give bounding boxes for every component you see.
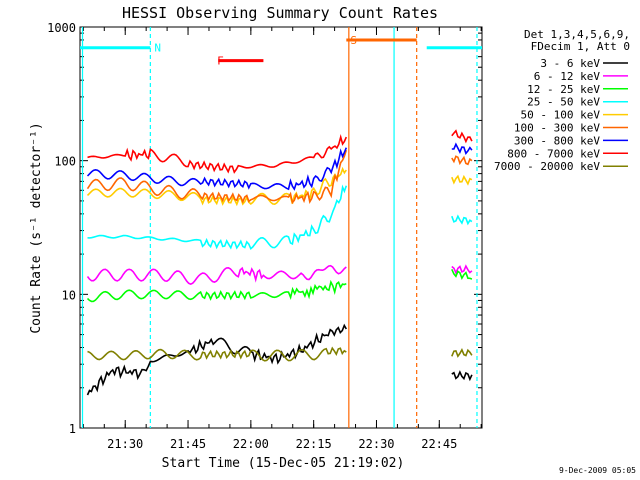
x-tick-label: 21:45 [170, 437, 206, 451]
series-line [86, 166, 347, 207]
legend-label: 25 - 50 keV [527, 96, 600, 109]
series-line [451, 347, 473, 358]
footer-timestamp: 9-Dec-2009 05:05 [559, 466, 636, 475]
legend-label: 100 - 300 keV [514, 122, 600, 135]
legend-label: 7000 - 20000 keV [494, 160, 600, 173]
vertical-markers [81, 27, 478, 428]
flag-label: F [217, 55, 224, 68]
series-line [451, 214, 473, 226]
x-axis: 21:30 21:45 22:00 22:15 22:30 22:45 [82, 27, 482, 451]
chart-title: HESSI Observing Summary Count Rates [122, 4, 438, 22]
y-tick-label: 100 [54, 155, 76, 169]
series-line [87, 346, 347, 362]
legend: Det 1,3,4,5,6,9, FDecim 1, Att 0 3 - 6 k… [494, 28, 630, 173]
flag-label: N [154, 42, 161, 55]
x-tick-label: 22:00 [233, 437, 269, 451]
legend-label: 50 - 100 keV [521, 109, 601, 122]
series-line [86, 264, 347, 285]
plot-frame [79, 26, 483, 429]
x-tick-label: 22:30 [358, 437, 394, 451]
series-line [451, 155, 473, 166]
series-lines [86, 129, 473, 396]
series-line [451, 264, 473, 275]
y-axis-label: Count Rate (s⁻¹ detector⁻¹) [29, 122, 44, 333]
series-line [451, 370, 473, 382]
series-line [86, 323, 347, 396]
series-line [86, 149, 348, 205]
y-tick-label: 10 [62, 288, 76, 302]
x-axis-label: Start Time (15-Dec-05 21:19:02) [162, 456, 405, 471]
series-line [86, 279, 347, 303]
legend-header-line-2: FDecim 1, Att 0 [531, 40, 630, 53]
series-line [87, 184, 348, 251]
legend-label: 800 - 7000 keV [507, 147, 600, 160]
x-tick-label: 22:15 [296, 437, 332, 451]
series-line [451, 268, 473, 280]
legend-label: 3 - 6 keV [540, 57, 600, 70]
series-line [451, 142, 473, 156]
y-tick-label: 1000 [47, 21, 76, 35]
y-tick-label: 1 [69, 422, 76, 436]
series-line [86, 147, 348, 191]
x-tick-label: 22:45 [421, 437, 457, 451]
legend-label: 6 - 12 keV [534, 70, 601, 83]
legend-header-line-1: Det 1,3,4,5,6,9, [524, 28, 630, 41]
flag-label: S [350, 34, 357, 47]
flag-segments: N F S [80, 34, 482, 68]
legend-label: 12 - 25 keV [527, 83, 600, 96]
x-tick-label: 21:30 [107, 437, 143, 451]
series-line [87, 134, 348, 174]
series-line [451, 129, 473, 144]
legend-label: 300 - 800 keV [514, 134, 600, 147]
series-line [451, 174, 473, 186]
